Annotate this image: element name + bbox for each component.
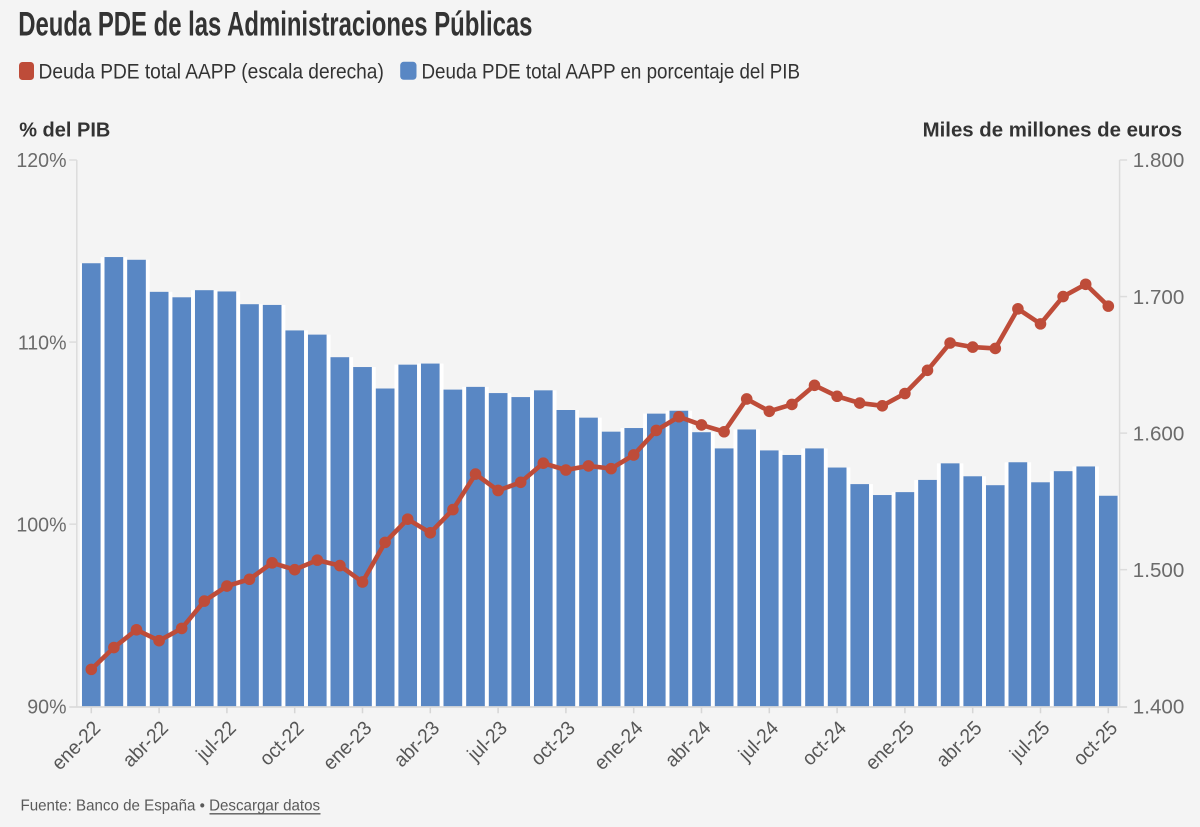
svg-text:1.400: 1.400 (1133, 697, 1185, 719)
svg-text:Fuente: Banco de España • Desc: Fuente: Banco de España • Descargar dato… (21, 797, 321, 814)
svg-text:Deuda PDE total AAPP (escala d: Deuda PDE total AAPP (escala derecha) (39, 61, 384, 84)
svg-text:% del PIB: % del PIB (19, 120, 110, 142)
svg-text:1.600: 1.600 (1133, 424, 1185, 446)
svg-text:1.500: 1.500 (1133, 560, 1185, 582)
svg-text:120%: 120% (16, 150, 66, 172)
svg-text:90%: 90% (27, 696, 66, 718)
svg-text:1.700: 1.700 (1133, 287, 1185, 309)
svg-text:1.800: 1.800 (1133, 150, 1185, 172)
svg-text:Deuda PDE de las Administracio: Deuda PDE de las Administraciones Públic… (18, 5, 532, 43)
svg-text:Miles de millones de euros: Miles de millones de euros (923, 120, 1182, 142)
svg-text:110%: 110% (18, 332, 67, 354)
svg-text:100%: 100% (16, 514, 66, 536)
svg-text:Deuda PDE total AAPP en porcen: Deuda PDE total AAPP en porcentaje del P… (422, 61, 801, 84)
